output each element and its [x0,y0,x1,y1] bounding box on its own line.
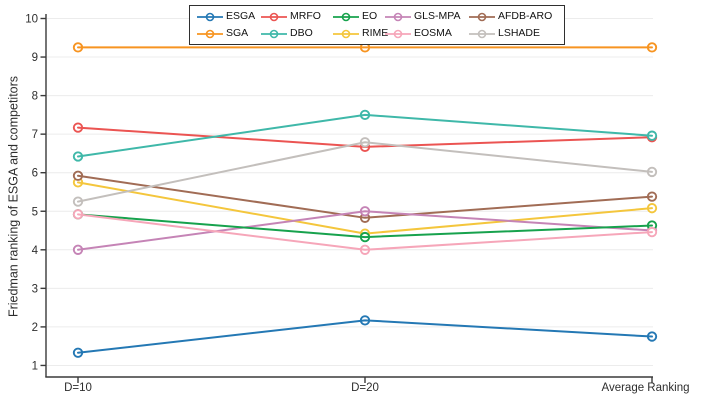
y-tick-label: 1 [32,360,38,372]
y-tick-label: 8 [32,91,38,103]
y-tick-label: 9 [32,52,38,64]
series-line [77,113,653,158]
legend-label: AFDB-ARO [498,10,553,23]
legend-item-lshade: LSHADE [469,28,557,39]
legend-line-marker-icon [333,12,359,21]
y-tick-label: 2 [32,322,38,334]
legend-line-marker-icon [385,12,411,21]
legend-row: ESGA MRFO EO GLS-MPA AFDB-ARO [197,8,557,25]
y-tick-label: 5 [32,206,38,218]
legend-item-gls-mpa: GLS-MPA [385,11,469,22]
series-line [77,141,653,203]
legend: ESGA MRFO EO GLS-MPA AFDB-ARO SGA DBO RIME EOSMA… [189,5,565,45]
legend-item-eo: EO [333,11,385,22]
series-line [77,174,653,219]
series-sga [72,42,658,53]
y-tick-label: 10 [25,14,38,26]
legend-item-rime: RIME [333,27,389,40]
series-line [77,319,653,354]
series-esga [72,315,658,358]
legend-label: EO [362,10,378,23]
y-tick-label: 4 [32,245,39,257]
x-tick-label: Average Ranking [601,382,690,394]
legend-label: MRFO [290,10,321,23]
legend-item-mrfo: MRFO [261,11,333,22]
legend-item-eosma: EOSMA [385,28,469,39]
legend-line-marker-icon [385,29,411,38]
legend-row: SGA DBO RIME EOSMA LSHADE [197,25,557,42]
legend-item-afdb-aro: AFDB-ARO [469,11,557,22]
series-line [77,210,653,251]
legend-line-marker-icon [469,29,495,38]
y-tick-label: 3 [32,283,38,295]
legend-line-marker-icon [197,12,223,21]
legend-label: DBO [290,27,313,40]
x-tick-label: D=20 [351,382,379,394]
series-line [77,213,653,251]
legend-item-sga: SGA [197,28,261,39]
legend-line-marker-icon [333,29,359,38]
series-lshade [72,137,658,207]
series-eosma [72,209,658,255]
y-axis-label: Friedman ranking of ESGA and competitors [6,75,21,318]
legend-label: LSHADE [498,27,541,40]
legend-label: EOSMA [414,27,452,40]
legend-label: ESGA [226,10,256,23]
legend-line-marker-icon [469,12,495,21]
legend-line-marker-icon [197,29,223,38]
legend-label: SGA [226,27,249,40]
y-tick-label: 7 [32,129,38,141]
legend-label: GLS-MPA [414,10,461,23]
legend-line-marker-icon [261,12,287,21]
series-afdb-aro [72,170,658,223]
legend-label: RIME [362,27,389,40]
legend-item-dbo: DBO [261,28,333,39]
legend-item-esga: ESGA [197,11,261,22]
y-tick-label: 6 [32,168,38,180]
legend-line-marker-icon [261,29,287,38]
series-line [77,213,653,239]
x-tick-label: D=10 [64,382,92,394]
series-dbo [72,109,658,162]
